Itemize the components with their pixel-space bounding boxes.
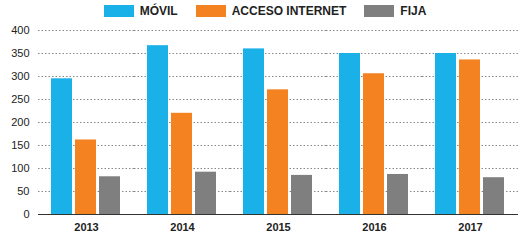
html-text:MÓVIL: MÓVIL [139, 4, 178, 18]
svg-text:2015: 2015 [266, 221, 290, 233]
svg-text:100: 100 [11, 162, 29, 174]
svg-text:2016: 2016 [362, 221, 386, 233]
svg-text:2014: 2014 [170, 221, 195, 233]
svg-text:2013: 2013 [74, 221, 98, 233]
html-text:FIJA: FIJA [400, 4, 427, 18]
svg-text:50: 50 [17, 185, 29, 197]
html-text:ACCESO INTERNET: ACCESO INTERNET [231, 4, 347, 18]
svg-text:200: 200 [11, 116, 29, 128]
svg-text:0: 0 [23, 208, 29, 220]
svg-text:2017: 2017 [458, 221, 482, 233]
svg-text:350: 350 [11, 47, 29, 59]
svg-text:150: 150 [11, 139, 29, 151]
svg-text:400: 400 [11, 24, 29, 36]
svg-text:300: 300 [11, 70, 29, 82]
svg-text:250: 250 [11, 93, 29, 105]
